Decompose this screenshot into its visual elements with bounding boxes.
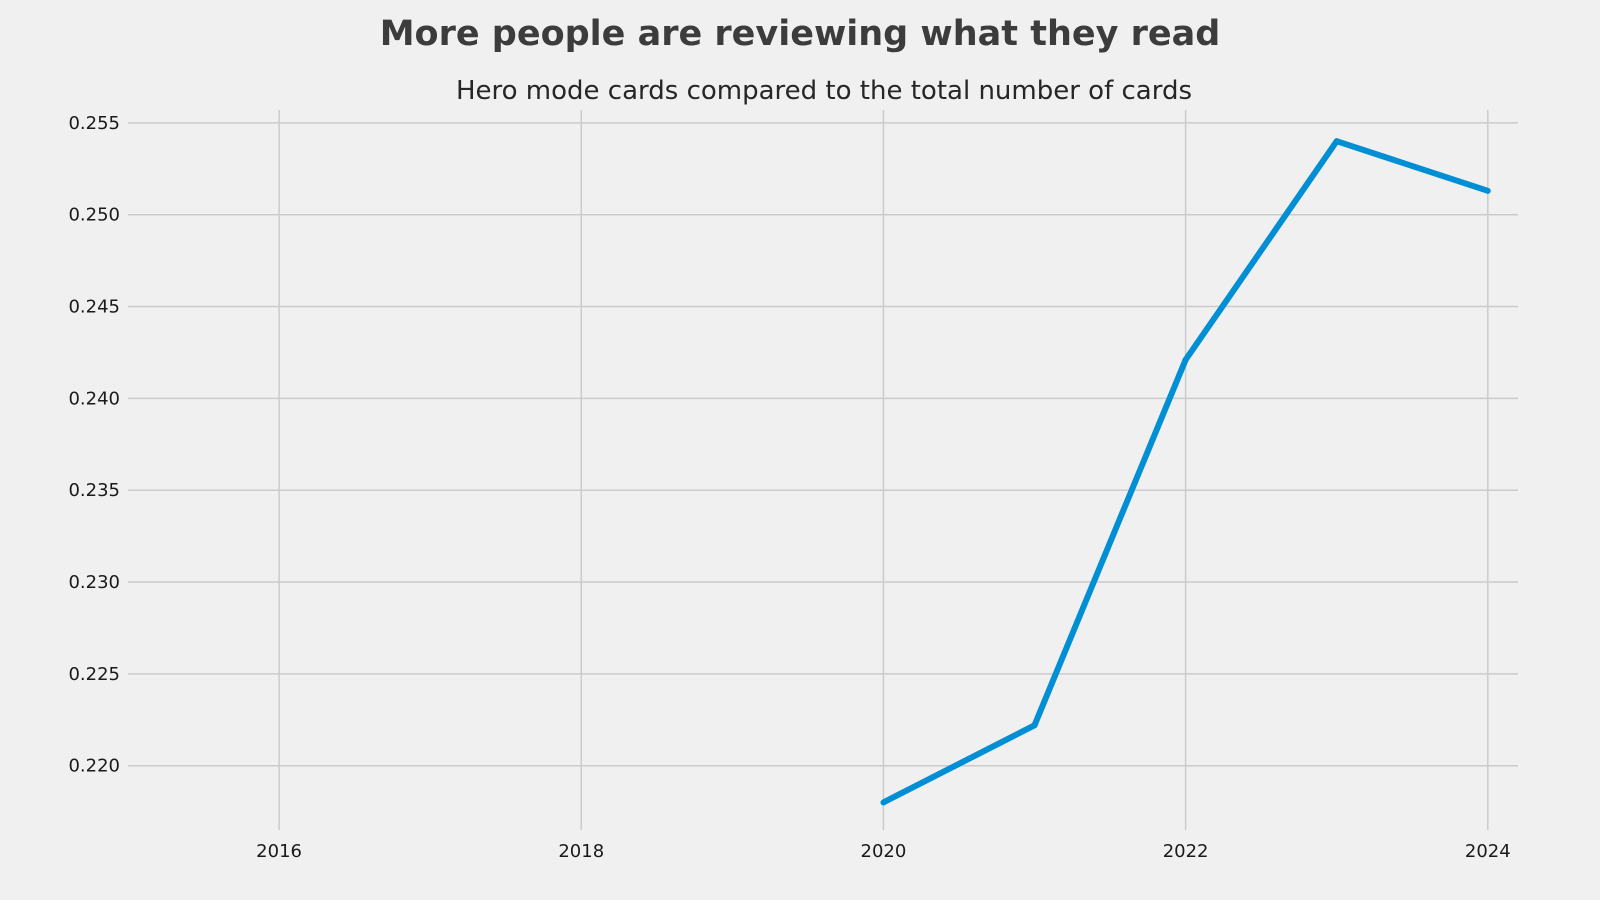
x-tick-label: 2016	[256, 841, 302, 862]
y-tick-label: 0.220	[68, 756, 120, 777]
data-point	[1182, 356, 1189, 363]
y-tick-label: 0.235	[68, 480, 120, 501]
chart-title: More people are reviewing what they read	[380, 14, 1221, 54]
chart-subtitle: Hero mode cards compared to the total nu…	[456, 76, 1192, 106]
y-tick-label: 0.225	[68, 664, 120, 685]
data-point	[880, 799, 887, 806]
series-group	[880, 138, 1491, 806]
data-point	[1031, 722, 1038, 729]
y-tick-label: 0.255	[68, 113, 120, 134]
x-tick-label: 2018	[558, 841, 604, 862]
data-point	[1333, 138, 1340, 145]
y-tick-label: 0.245	[68, 297, 120, 318]
x-tick-label: 2020	[861, 841, 907, 862]
y-tick-label: 0.250	[68, 205, 120, 226]
data-point	[1484, 187, 1491, 194]
grid	[128, 110, 1518, 830]
x-tick-label: 2024	[1465, 841, 1511, 862]
y-tick-label: 0.230	[68, 572, 120, 593]
axis-ticks: 0.220 0.225 0.230 0.235 0.240 0.245 0.250 0.255…	[68, 113, 1510, 862]
x-tick-label: 2022	[1163, 841, 1209, 862]
y-tick-label: 0.240	[68, 388, 120, 409]
